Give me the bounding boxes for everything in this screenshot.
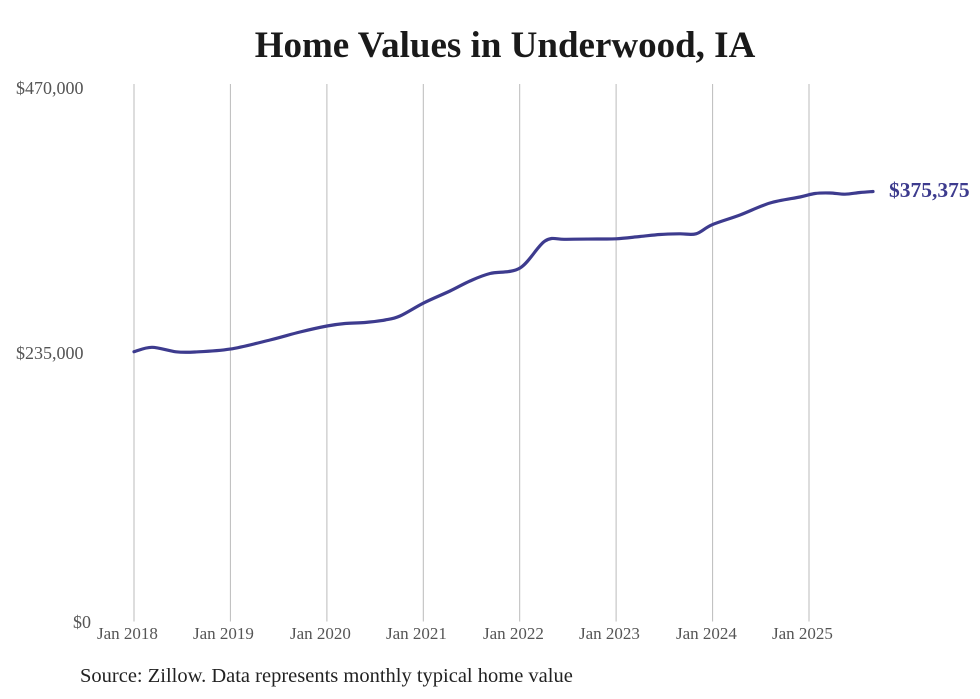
- svg-text:Jan 2021: Jan 2021: [386, 624, 447, 643]
- svg-text:$235,000: $235,000: [16, 343, 84, 363]
- svg-text:$375,375: $375,375: [889, 178, 970, 202]
- svg-text:Jan 2023: Jan 2023: [579, 624, 640, 643]
- svg-text:Jan 2022: Jan 2022: [483, 624, 544, 643]
- svg-text:Jan 2019: Jan 2019: [193, 624, 254, 643]
- svg-text:Jan 2025: Jan 2025: [772, 624, 833, 643]
- svg-text:Jan 2020: Jan 2020: [290, 624, 351, 643]
- svg-text:Jan 2018: Jan 2018: [97, 624, 158, 643]
- svg-text:Jan 2024: Jan 2024: [676, 624, 737, 643]
- svg-text:$0: $0: [73, 612, 91, 632]
- svg-text:$470,000: $470,000: [16, 78, 84, 98]
